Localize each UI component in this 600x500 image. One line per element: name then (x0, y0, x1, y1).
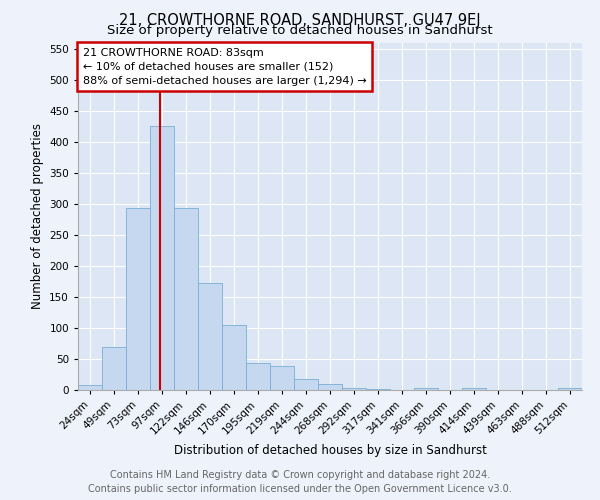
Bar (558, 388, 582, 390)
Text: 21, CROWTHORNE ROAD, SANDHURST, GU47 9EJ: 21, CROWTHORNE ROAD, SANDHURST, GU47 9EJ (119, 12, 481, 28)
Bar (126, 208, 150, 390)
Bar (342, 388, 366, 390)
Bar (102, 346, 126, 390)
Y-axis label: Number of detached properties: Number of detached properties (31, 123, 44, 309)
Bar (174, 208, 198, 390)
Bar (294, 380, 318, 390)
X-axis label: Distribution of detached houses by size in Sandhurst: Distribution of detached houses by size … (173, 444, 487, 457)
Bar (270, 366, 294, 390)
Bar (246, 364, 270, 390)
Bar (78, 385, 102, 390)
Bar (222, 325, 246, 390)
Text: Size of property relative to detached houses in Sandhurst: Size of property relative to detached ho… (107, 24, 493, 37)
Bar (366, 389, 390, 390)
Bar (462, 388, 486, 390)
Bar (150, 126, 174, 390)
Bar (198, 282, 222, 390)
Bar (414, 388, 438, 390)
Text: 21 CROWTHORNE ROAD: 83sqm
← 10% of detached houses are smaller (152)
88% of semi: 21 CROWTHORNE ROAD: 83sqm ← 10% of detac… (83, 48, 367, 86)
Bar (318, 384, 342, 390)
Text: Contains HM Land Registry data © Crown copyright and database right 2024.
Contai: Contains HM Land Registry data © Crown c… (88, 470, 512, 494)
